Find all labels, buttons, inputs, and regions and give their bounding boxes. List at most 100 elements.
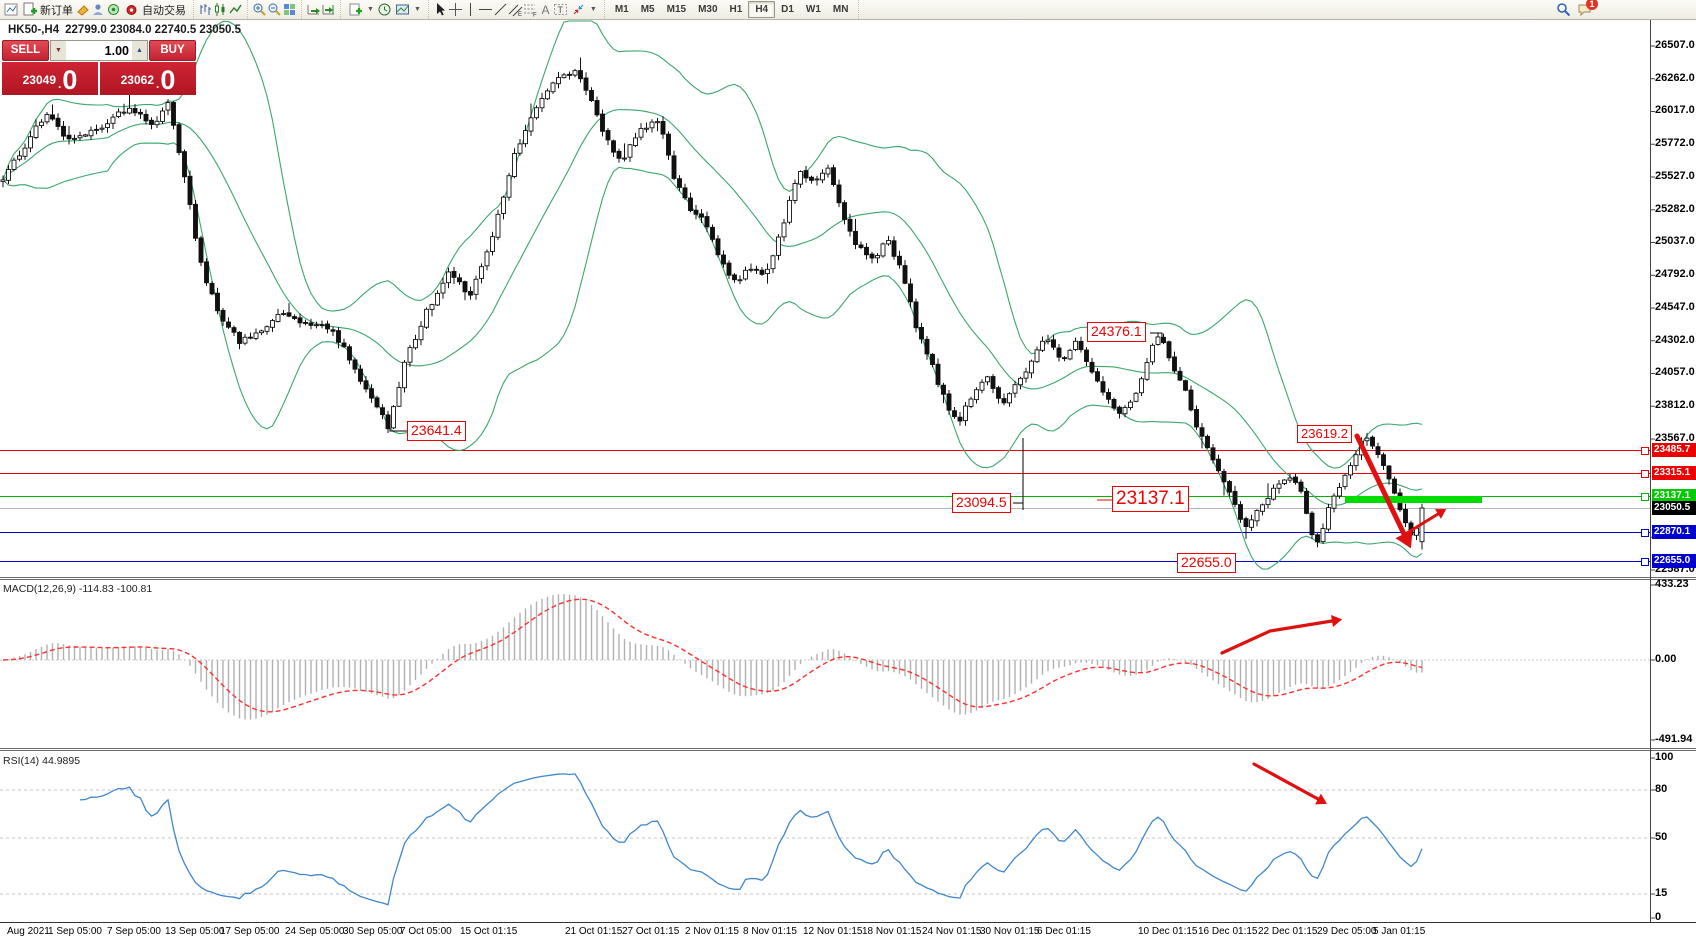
level-handle[interactable]: [1641, 469, 1649, 478]
price-tick: 23812.0: [1655, 399, 1695, 412]
price-callout[interactable]: 24376.1: [1087, 322, 1146, 342]
price-callout[interactable]: 23137.1: [1112, 486, 1189, 512]
sell-price-main: 23049: [22, 73, 56, 87]
text-label-icon[interactable]: T: [553, 2, 568, 17]
toolbar-group-drawing: E F A T ▼: [429, 0, 605, 19]
date-tick: 2 Nov 01:15: [685, 926, 739, 937]
date-tick: 12 Nov 01:15: [803, 926, 863, 937]
equidistant-channel-icon[interactable]: E: [508, 2, 523, 17]
sell-button[interactable]: SELL: [2, 40, 49, 61]
price-tick: 24302.0: [1655, 333, 1695, 346]
date-tick: 6 Dec 01:15: [1037, 926, 1091, 937]
buy-button[interactable]: BUY: [149, 40, 196, 61]
rsi-label: RSI(14) 44.9895: [3, 755, 80, 767]
text-icon[interactable]: A: [538, 2, 553, 17]
vertical-line-icon[interactable]: [463, 2, 478, 17]
indicators-button[interactable]: ▼: [345, 1, 377, 18]
chart-window-icon[interactable]: [4, 2, 19, 17]
period-icon[interactable]: [377, 2, 392, 17]
buy-price-pips: 0: [160, 65, 176, 95]
price-tick: 25527.0: [1655, 169, 1695, 182]
date-tick: 7 Oct 05:00: [400, 926, 452, 937]
level-handle[interactable]: [1641, 493, 1649, 502]
crosshair-icon[interactable]: [448, 2, 463, 17]
price-level-badge: 23050.5: [1652, 501, 1696, 516]
ohlc-values: 22799.0 23084.0 22740.5 23050.5: [65, 24, 242, 36]
zoom-out-icon[interactable]: [267, 2, 282, 17]
price-tick: 26262.0: [1655, 71, 1695, 84]
volume-input[interactable]: [66, 41, 132, 60]
price-callout[interactable]: 23619.2: [1297, 425, 1352, 444]
marker-icon[interactable]: [76, 2, 91, 17]
macd-name: MACD(12,26,9): [3, 583, 76, 595]
timeframe-mn[interactable]: MN: [832, 4, 849, 15]
indicators-icon: [349, 3, 362, 16]
price-tick: 25772.0: [1655, 137, 1695, 150]
candlestick-chart-icon[interactable]: [213, 2, 228, 17]
macd-values: -114.83 -100.81: [78, 583, 153, 595]
buy-price-display[interactable]: 23062. 0: [100, 62, 196, 95]
timeframe-w1[interactable]: W1: [805, 4, 821, 15]
cursor-icon[interactable]: [433, 2, 448, 17]
rsi-value: 44.9895: [42, 755, 81, 767]
date-tick: 27 Oct 01:15: [622, 926, 680, 937]
volume-decrease-button[interactable]: ▼: [51, 41, 66, 60]
autotrading-button[interactable]: 自动交易: [121, 1, 189, 18]
arrows-tool-button[interactable]: ▼: [568, 1, 600, 18]
price-level-badge: 22870.1: [1652, 525, 1696, 540]
price-callout[interactable]: 23094.5: [952, 493, 1011, 513]
level-handle[interactable]: [1641, 446, 1649, 455]
annotation-arrow: [1405, 512, 1440, 535]
timeframe-m5[interactable]: M5: [640, 4, 655, 15]
search-icon[interactable]: [1556, 2, 1571, 17]
price-callout[interactable]: 23641.4: [407, 421, 466, 441]
new-order-button[interactable]: 新订单: [19, 1, 76, 18]
level-handle[interactable]: [1641, 529, 1649, 538]
macd-tick: 433.23: [1655, 578, 1689, 590]
level-handle[interactable]: [1641, 557, 1649, 566]
one-click-trading-panel: SELL ▼ ▲ BUY 23049.0 23062.0: [2, 40, 196, 95]
annotation-arrow: [1252, 762, 1320, 801]
broadcast-icon[interactable]: [106, 2, 121, 17]
horizontal-line-icon[interactable]: [478, 2, 493, 17]
rsi-name: RSI(14): [3, 755, 40, 767]
toolbar-right: 1: [1556, 0, 1598, 17]
toolbar-group-chart-type: [194, 0, 248, 19]
svg-text:F: F: [533, 13, 537, 18]
timeframe-h1[interactable]: H1: [729, 4, 743, 15]
date-tick: 30 Nov 01:15: [980, 926, 1040, 937]
rsi-tick: 15: [1655, 887, 1668, 899]
timeframe-m1[interactable]: M1: [614, 4, 629, 15]
dropdown-arrow-icon: ▼: [367, 6, 374, 13]
date-tick: 7 Sep 05:00: [107, 926, 161, 937]
annotation-arrow: [1354, 433, 1407, 537]
bar-chart-icon[interactable]: [198, 2, 213, 17]
timeframe-d1[interactable]: D1: [781, 4, 794, 15]
price-callout[interactable]: 22655.0: [1177, 553, 1236, 573]
notification-badge: 1: [1586, 0, 1598, 10]
date-tick: 10 Dec 01:15: [1138, 926, 1198, 937]
price-tick: 24547.0: [1655, 300, 1695, 313]
timeframe-m15[interactable]: M15: [666, 4, 687, 15]
date-tick: 16 Dec 01:15: [1198, 926, 1258, 937]
sell-price-display[interactable]: 23049. 0: [2, 62, 98, 95]
auto-scroll-icon[interactable]: [306, 2, 321, 17]
template-button[interactable]: ▼: [392, 1, 424, 18]
macd-tick: 0.00: [1655, 653, 1677, 665]
trendline-icon[interactable]: [493, 2, 508, 17]
chart-shift-icon[interactable]: [321, 2, 336, 17]
tile-windows-icon[interactable]: [282, 2, 297, 17]
notifications-icon[interactable]: 1: [1577, 0, 1598, 17]
line-chart-icon[interactable]: [228, 2, 243, 17]
rsi-tick: 80: [1655, 783, 1668, 795]
timeframe-h4[interactable]: H4: [748, 1, 776, 18]
toolbar-group-zoom: [248, 0, 302, 19]
buy-price-main: 23062: [120, 73, 154, 87]
rsi-tick: 50: [1655, 831, 1668, 843]
timeframe-m30[interactable]: M30: [698, 4, 718, 15]
zoom-in-icon[interactable]: [252, 2, 267, 17]
expert-advisor-icon[interactable]: [91, 2, 106, 17]
fibonacci-icon[interactable]: F: [523, 2, 538, 17]
volume-increase-button[interactable]: ▲: [132, 41, 147, 60]
